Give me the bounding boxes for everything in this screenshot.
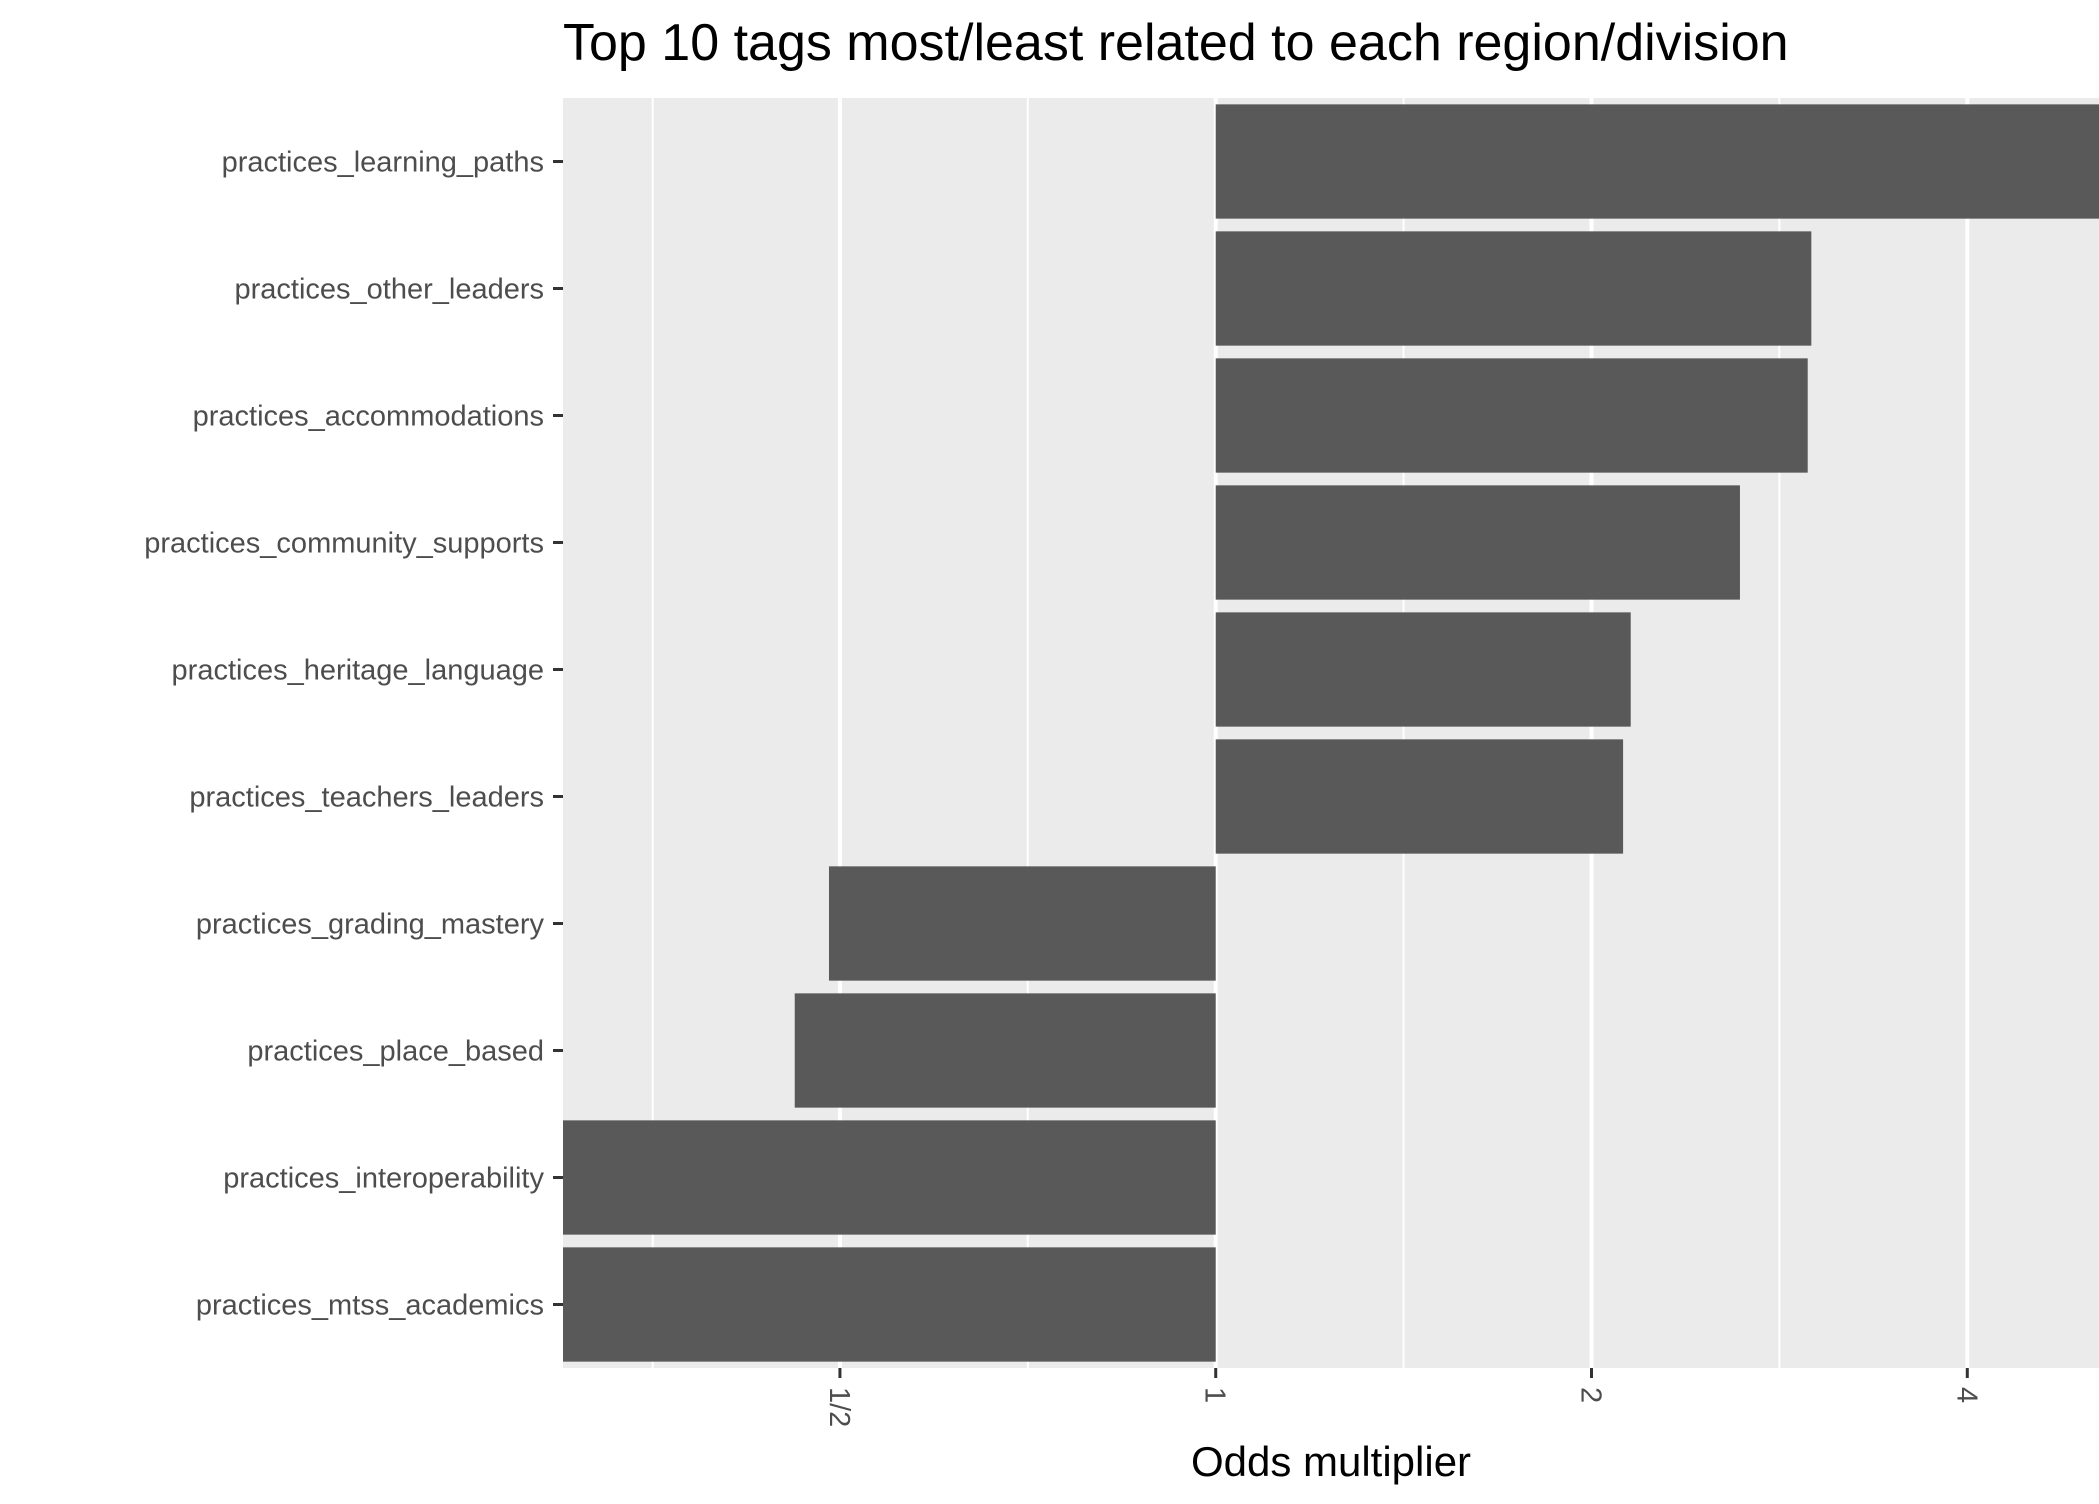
y-tick-label: practices_other_leaders	[234, 274, 544, 306]
y-tick-label: practices_heritage_language	[172, 655, 544, 687]
bar	[1215, 485, 1740, 600]
x-tick-label: 1	[1199, 1387, 1231, 1403]
bar	[1215, 104, 2099, 219]
bar	[828, 866, 1216, 981]
x-tick-label: 2	[1575, 1387, 1607, 1403]
x-tick-label: 1/2	[823, 1387, 855, 1427]
y-tick-label: practices_interoperability	[223, 1163, 544, 1195]
x-tick-label: 4	[1950, 1387, 1982, 1403]
bar	[794, 993, 1216, 1108]
bar	[563, 1247, 1216, 1362]
y-tick-label: practices_place_based	[247, 1036, 544, 1068]
y-tick-label: practices_teachers_leaders	[189, 782, 544, 814]
bars	[563, 104, 2099, 1362]
y-axis: practices_learning_paths practices_other_…	[144, 147, 563, 1322]
y-tick-label: practices_mtss_academics	[196, 1290, 544, 1322]
bar	[563, 1120, 1216, 1235]
y-tick-label: practices_community_supports	[144, 528, 544, 560]
y-tick-label: practices_grading_mastery	[196, 909, 545, 941]
bar	[1215, 231, 1812, 346]
y-tick-label: practices_learning_paths	[222, 147, 544, 179]
chart-title: Top 10 tags most/least related to each r…	[563, 14, 1789, 72]
x-axis-title: Odds multiplier	[1191, 1438, 1471, 1485]
x-axis: 1/2 1 2 4	[823, 1368, 1982, 1427]
bar	[1215, 358, 1808, 473]
bar	[1215, 612, 1631, 727]
y-tick-label: practices_accommodations	[193, 401, 544, 433]
bar	[1215, 739, 1624, 854]
